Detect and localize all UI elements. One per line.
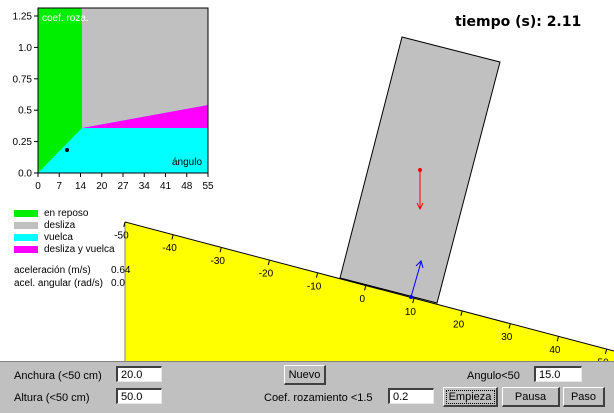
incline-tick-label: 20 (453, 319, 465, 330)
incline: -50-40-30-20-1001020304050 (114, 221, 614, 369)
legend-swatch-vuelca (14, 233, 38, 241)
sliding-block (339, 36, 501, 304)
phase-x-ticks: 0 7 14 20 27 34 41 48 55 (35, 173, 214, 192)
x-tick-label: 20 (96, 181, 108, 192)
legend-swatch-desliza (14, 221, 38, 229)
control-panel: Anchura (<50 cm) 20.0 Altura (<50 cm) 50… (0, 361, 614, 413)
angular-acceleration-label: acel. angular (rad/s) (14, 278, 103, 289)
y-tick-label: 1.25 (13, 12, 33, 23)
phase-xlabel: ángulo (172, 157, 202, 168)
incline-tick-label: 0 (359, 294, 365, 305)
region-desliza-y-vuelca (82, 105, 208, 128)
incline-tick-mark (604, 348, 608, 355)
acceleration-label: aceleración (m/s) (14, 265, 91, 276)
x-tick-label: 0 (35, 181, 41, 192)
normal-force-head (415, 260, 424, 269)
start-button[interactable]: Empieza (443, 387, 498, 407)
legend-label: en reposo (44, 207, 89, 219)
height-input[interactable]: 50.0 (116, 388, 162, 404)
weight-vector-head (416, 202, 424, 211)
acceleration-readout: aceleración (m/s) 0.64 (14, 265, 130, 276)
incline-tick-label: 40 (549, 345, 561, 356)
acceleration-value: 0.64 (111, 265, 131, 276)
angle-label: Angulo<50 (467, 370, 520, 382)
legend-label: desliza y vuelca (44, 243, 115, 255)
incline-tick-mark (123, 221, 126, 227)
incline-tick-label: -30 (211, 256, 226, 267)
current-state-point (65, 148, 69, 152)
x-tick-label: 41 (160, 181, 172, 192)
incline-scale: -50-40-30-20-1001020304050 (114, 221, 609, 369)
incline-tick-mark (315, 272, 319, 278)
incline-tick-label: -50 (114, 231, 129, 242)
friction-input[interactable]: 0.2 (388, 388, 434, 404)
pause-button[interactable]: Pausa (502, 387, 560, 407)
incline-tick-mark (171, 234, 174, 240)
incline-tick-label: 30 (501, 332, 513, 343)
incline-tick-mark (508, 323, 511, 329)
incline-tick-label: 10 (405, 307, 417, 318)
x-tick-label: 34 (139, 181, 151, 192)
legend-item: vuelca (14, 231, 115, 243)
incline-tick-label: -40 (162, 243, 177, 254)
y-tick-label: 1.0 (18, 43, 32, 54)
y-tick-label: 0.0 (18, 169, 32, 180)
y-tick-label: 0.25 (13, 137, 33, 148)
step-button[interactable]: Paso (563, 387, 605, 407)
legend-item: desliza y vuelca (14, 243, 115, 255)
region-desliza (82, 8, 208, 128)
incline-tick-mark (460, 310, 463, 316)
incline-tick-mark (219, 247, 222, 253)
incline-tick-mark (267, 259, 270, 266)
normal-force-vector (410, 261, 422, 298)
legend-swatch-desliza-y-vuelca (14, 245, 38, 253)
legend-item: desliza (14, 219, 115, 231)
elapsed-time: tiempo (s): 2.11 (455, 14, 582, 30)
incline-surface (125, 222, 614, 361)
legend-label: vuelca (44, 231, 73, 243)
legend-swatch-en-reposo (14, 209, 38, 217)
x-tick-label: 27 (117, 181, 129, 192)
incline-tick-label: -20 (259, 269, 274, 280)
incline-tick-label: -10 (307, 281, 322, 292)
new-button[interactable]: Nuevo (284, 365, 326, 385)
width-input[interactable]: 20.0 (116, 366, 162, 382)
legend-label: desliza (44, 219, 76, 231)
legend: en reposo desliza vuelca desliza y vuelc… (14, 207, 115, 255)
y-tick-label: 0.75 (13, 74, 33, 85)
y-tick-label: 0.5 (18, 106, 32, 117)
legend-item: en reposo (14, 207, 115, 219)
friction-label: Coef. rozamiento <1.5 (264, 392, 373, 404)
width-label: Anchura (<50 cm) (14, 370, 102, 382)
incline-tick-mark (364, 285, 367, 291)
angular-acceleration-readout: acel. angular (rad/s) 0.0 (14, 278, 125, 289)
region-en-reposo (38, 8, 82, 173)
x-tick-label: 48 (181, 181, 193, 192)
x-tick-label: 14 (75, 181, 87, 192)
incline-edge (124, 221, 614, 352)
angle-input[interactable]: 15.0 (534, 366, 582, 382)
phase-ylabel: coef. roza. (42, 13, 89, 24)
incline-tick-mark (556, 336, 559, 342)
x-tick-label: 55 (202, 181, 214, 192)
height-label: Altura (<50 cm) (14, 392, 90, 404)
phase-y-ticks: 0.0 0.25 0.5 0.75 1.0 1.25 (13, 12, 38, 180)
phase-diagram: coef. roza. ángulo 0 7 14 20 27 34 41 48 55 0.00… (13, 7, 214, 192)
incline-tick-mark (412, 298, 415, 304)
x-tick-label: 7 (56, 181, 62, 192)
angular-acceleration-value: 0.0 (111, 278, 125, 289)
